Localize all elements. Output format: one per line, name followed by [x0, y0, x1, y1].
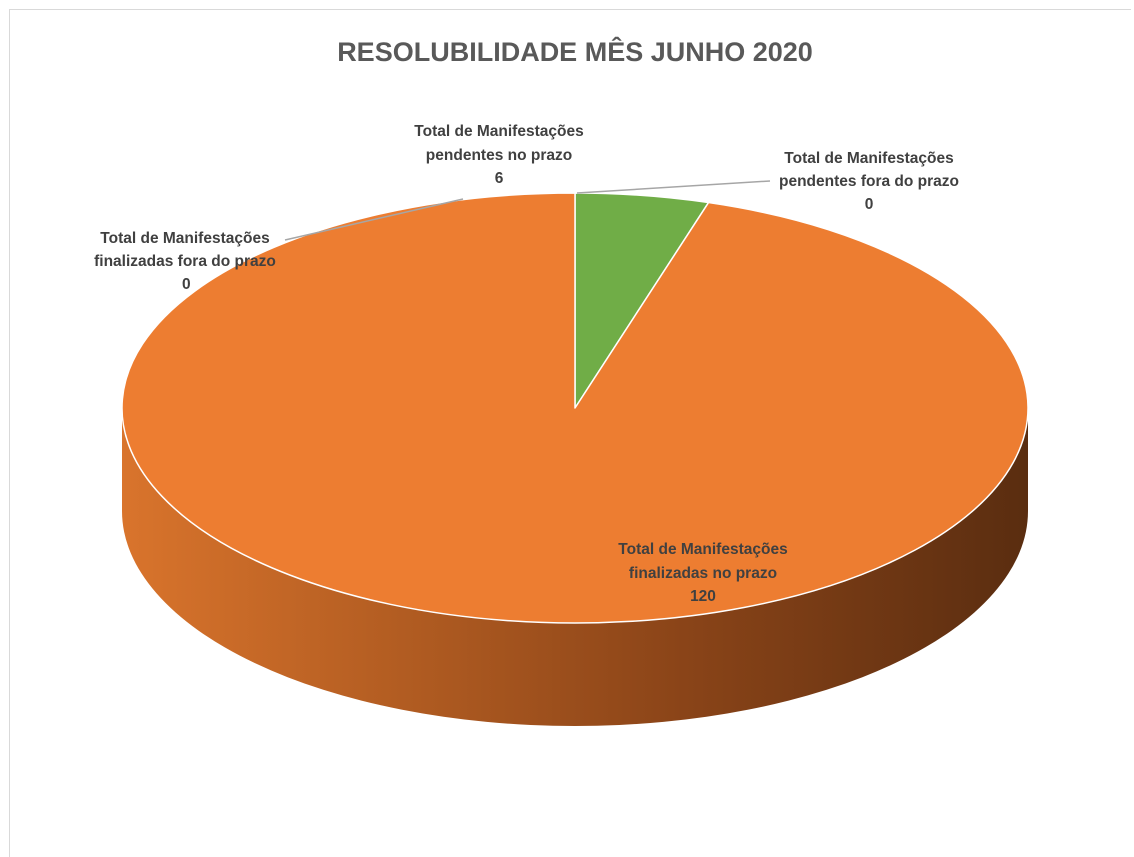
chart-title: RESOLUBILIDADE MÊS JUNHO 2020: [337, 36, 813, 67]
data-label-value: 6: [495, 170, 504, 187]
data-label-value: 0: [865, 196, 874, 213]
leader-line-pendentes-fora: [576, 180, 771, 194]
data-label-line: Total de Manifestações: [618, 541, 787, 558]
data-label-line: Total de Manifestações: [414, 123, 583, 140]
data-label-pendentes-fora-do-prazo: Total de Manifestações pendentes fora do…: [779, 150, 959, 213]
data-label-line: Total de Manifestações: [784, 150, 953, 167]
leader-lines: [284, 180, 771, 241]
data-label-value: 120: [690, 588, 716, 605]
data-label-finalizadas-fora-do-prazo: Total de Manifestações finalizadas fora …: [94, 230, 276, 293]
data-label-value: 0: [182, 276, 191, 293]
data-label-pendentes-no-prazo: Total de Manifestações pendentes no praz…: [414, 123, 583, 187]
pie-slice-2: [121, 192, 1029, 624]
data-label-line: pendentes no prazo: [426, 147, 572, 164]
data-label-finalizadas-no-prazo: Total de Manifestações finalizadas no pr…: [618, 541, 787, 605]
pie-body: [121, 192, 1029, 726]
data-label-line: pendentes fora do prazo: [779, 173, 959, 190]
pie-side-wall: [122, 408, 1028, 726]
data-label-line: finalizadas fora do prazo: [94, 253, 276, 270]
data-label-line: Total de Manifestações: [100, 230, 269, 247]
leader-line-finalizadas-fora: [284, 198, 464, 241]
data-label-line: finalizadas no prazo: [629, 565, 777, 582]
pie-slices: [121, 192, 1029, 624]
